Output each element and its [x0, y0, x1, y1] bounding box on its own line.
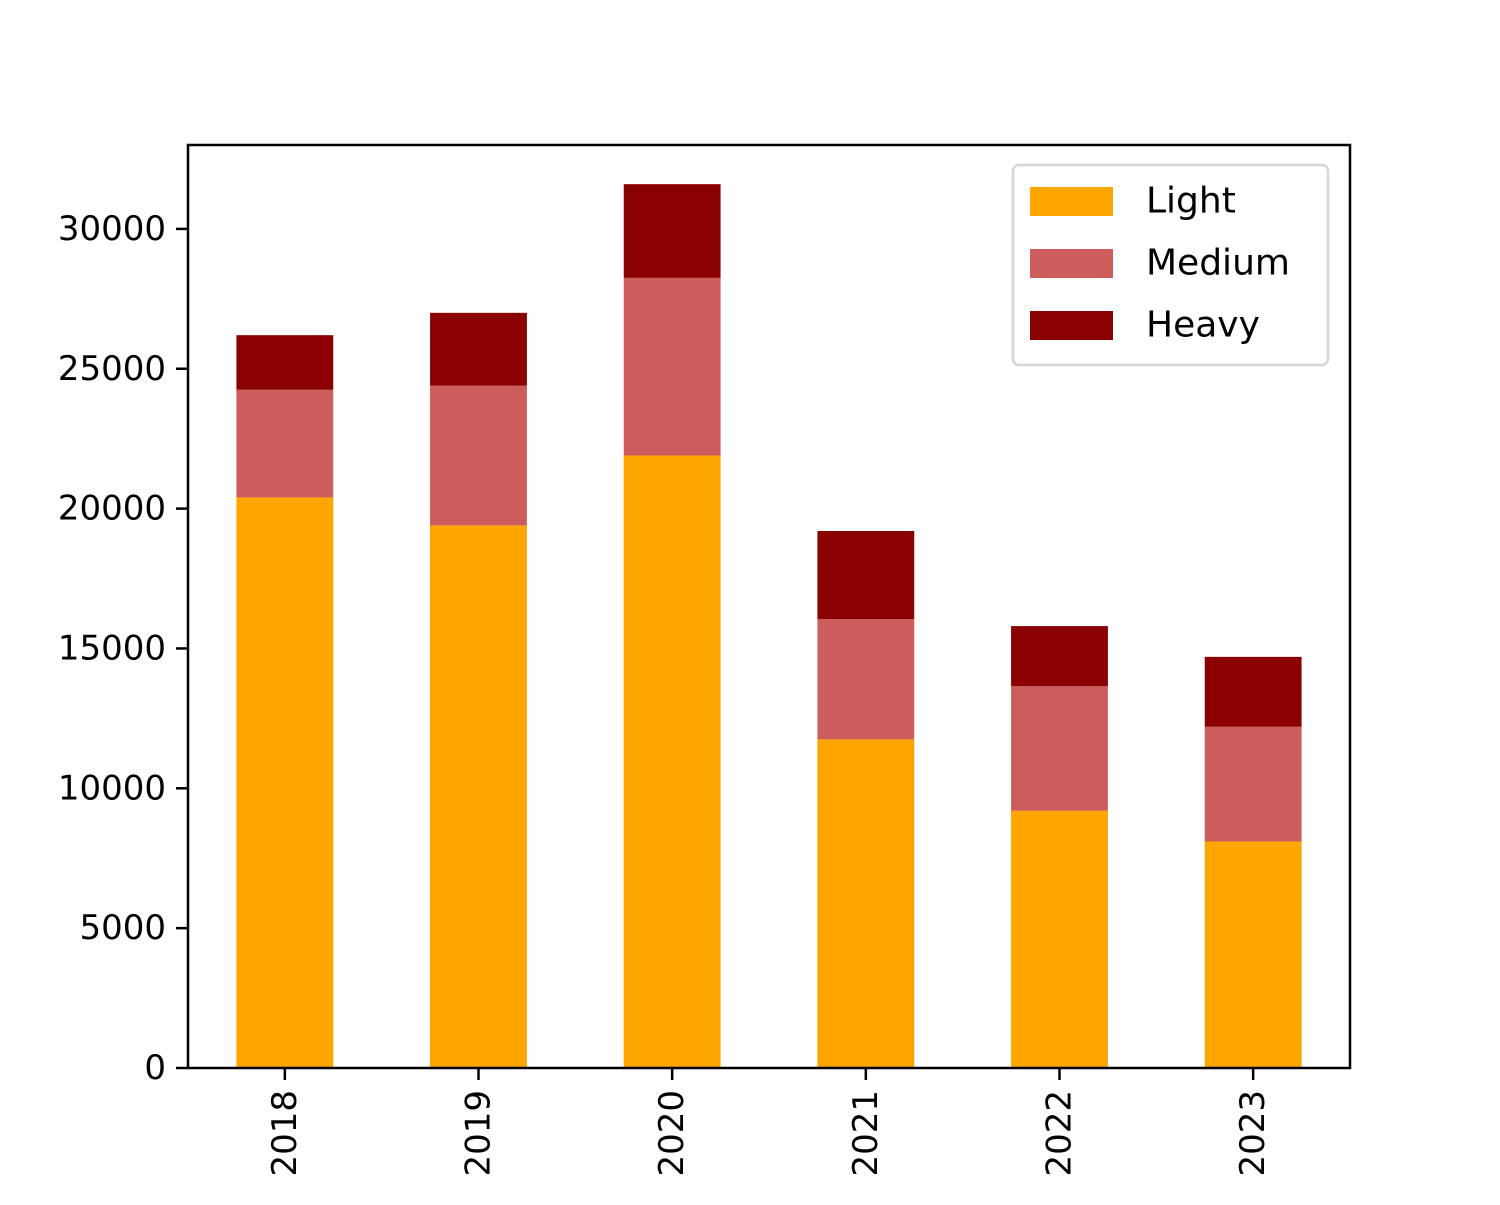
bar-medium-2018: [236, 389, 334, 498]
y-tick-label: 0: [144, 1048, 166, 1088]
bar-light-2020: [623, 455, 721, 1069]
bar-light-2022: [1011, 810, 1108, 1068]
y-tick-label: 5000: [79, 908, 166, 948]
bar-heavy-2018: [236, 335, 334, 390]
bar-light-2018: [236, 497, 334, 1068]
bar-light-2023: [1204, 841, 1302, 1068]
axes-layer: 0 5000 10000 15000 20000 25000 30000 2018 2019 20…: [58, 143, 1352, 1177]
x-tick-label: 2021: [846, 1090, 886, 1177]
y-tick-label: 25000: [58, 349, 166, 389]
bar-light-2021: [817, 739, 915, 1068]
bars-layer: [236, 184, 1302, 1069]
y-tick-label: 10000: [58, 768, 166, 808]
x-tick-label: 2018: [265, 1090, 305, 1177]
bar-heavy-2021: [817, 530, 915, 620]
legend-label-heavy: Heavy: [1146, 305, 1260, 346]
legend-label-light: Light: [1146, 181, 1236, 222]
y-tick-label: 20000: [58, 489, 166, 529]
x-tick-label: 2022: [1040, 1090, 1080, 1177]
bar-heavy-2023: [1204, 656, 1302, 727]
x-tick-label: 2020: [652, 1090, 692, 1177]
legend-swatch-medium: [1030, 249, 1113, 278]
bar-heavy-2019: [430, 312, 527, 386]
bar-heavy-2022: [1011, 626, 1108, 687]
bar-medium-2023: [1204, 726, 1302, 842]
legend-swatch-heavy: [1030, 311, 1113, 340]
legend-swatch-light: [1030, 187, 1113, 216]
bar-medium-2021: [817, 619, 915, 740]
bar-medium-2020: [623, 277, 721, 456]
legend: Light Medium Heavy: [1011, 163, 1330, 367]
bar-medium-2022: [1011, 686, 1108, 811]
x-tick-label: 2023: [1233, 1090, 1273, 1177]
plot-frame: [186, 143, 1352, 1070]
bar-heavy-2020: [623, 184, 721, 278]
y-tick-label: 15000: [58, 628, 166, 668]
bar-light-2019: [430, 525, 527, 1068]
x-tick-label: 2019: [459, 1090, 499, 1177]
bar-medium-2019: [430, 385, 527, 526]
y-tick-label: 30000: [58, 209, 166, 249]
legend-label-medium: Medium: [1146, 243, 1290, 284]
